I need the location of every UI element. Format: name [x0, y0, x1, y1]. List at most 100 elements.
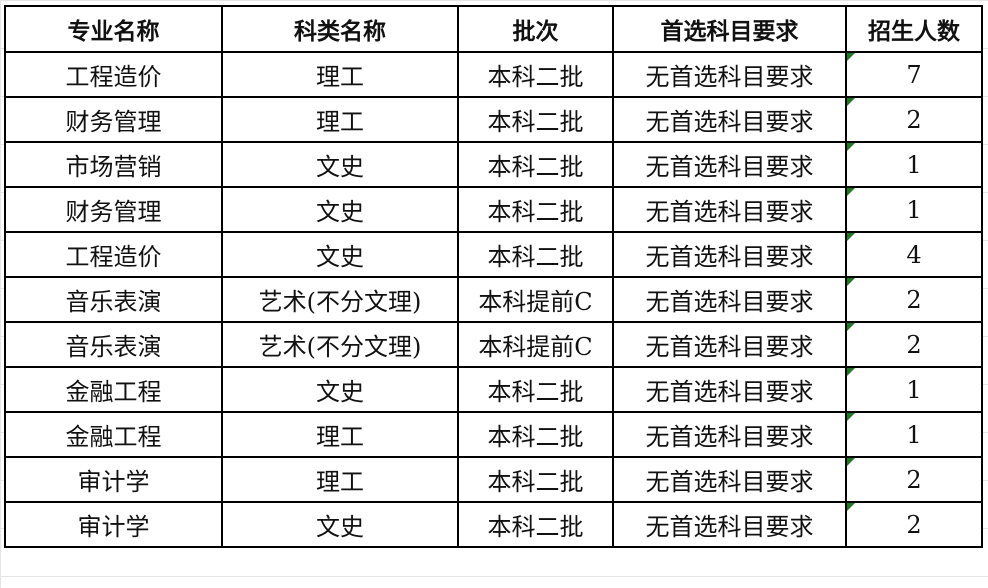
cell-enrollment-count[interactable]: 1: [845, 366, 983, 413]
cell-enrollment-count[interactable]: 4: [845, 231, 983, 278]
cell-subject-requirement[interactable]: 无首选科目要求: [612, 366, 847, 413]
table-row: 音乐表演 艺术(不分文理) 本科提前C 无首选科目要求 2: [4, 276, 983, 323]
cell-batch[interactable]: 本科提前C: [457, 321, 614, 368]
cell-category-name[interactable]: 理工: [221, 411, 459, 458]
cell-category-name[interactable]: 艺术(不分文理): [221, 276, 459, 323]
cell-major-name[interactable]: 工程造价: [4, 231, 223, 278]
number-as-text-marker-icon: [847, 458, 855, 466]
cell-subject-requirement[interactable]: 无首选科目要求: [612, 456, 847, 503]
cell-subject-requirement[interactable]: 无首选科目要求: [612, 141, 847, 188]
table-row: 工程造价 理工 本科二批 无首选科目要求 7: [4, 51, 983, 98]
enrollment-table: 专业名称 科类名称 批次 首选科目要求 招生人数 工程造价 理工 本科二批 无首选科目要求 7 财…: [4, 5, 983, 548]
table-row: 音乐表演 艺术(不分文理) 本科提前C 无首选科目要求 2: [4, 321, 983, 368]
cell-major-name[interactable]: 审计学: [4, 456, 223, 503]
cell-enrollment-count[interactable]: 2: [845, 501, 983, 548]
cell-subject-requirement[interactable]: 无首选科目要求: [612, 411, 847, 458]
cell-major-name[interactable]: 工程造价: [4, 51, 223, 98]
cell-text: 2: [906, 105, 922, 134]
cell-major-name[interactable]: 音乐表演: [4, 321, 223, 368]
cell-text: 本科二批: [487, 108, 584, 136]
cell-category-name[interactable]: 文史: [221, 366, 459, 413]
cell-text: 本科二批: [487, 198, 584, 226]
header-category-name[interactable]: 科类名称: [221, 5, 459, 53]
cell-text: 无首选科目要求: [645, 423, 814, 451]
cell-category-name[interactable]: 理工: [221, 456, 459, 503]
cell-enrollment-count[interactable]: 2: [845, 456, 983, 503]
number-as-text-marker-icon: [847, 233, 855, 241]
cell-text: 无首选科目要求: [645, 153, 814, 181]
header-row: 专业名称 科类名称 批次 首选科目要求 招生人数: [4, 5, 983, 53]
table-row: 财务管理 理工 本科二批 无首选科目要求 2: [4, 96, 983, 143]
cell-text: 7: [906, 60, 922, 89]
cell-major-name[interactable]: 审计学: [4, 501, 223, 548]
header-enrollment-count[interactable]: 招生人数: [845, 5, 983, 53]
table-row: 工程造价 文史 本科二批 无首选科目要求 4: [4, 231, 983, 278]
cell-major-name[interactable]: 财务管理: [4, 186, 223, 233]
cell-batch[interactable]: 本科二批: [457, 366, 614, 413]
cell-enrollment-count[interactable]: 2: [845, 321, 983, 368]
cell-text: 本科二批: [487, 423, 584, 451]
cell-batch[interactable]: 本科二批: [457, 501, 614, 548]
cell-enrollment-count[interactable]: 2: [845, 96, 983, 143]
cell-text: 工程造价: [65, 243, 162, 271]
cell-text: 理工: [316, 108, 364, 136]
cell-subject-requirement[interactable]: 无首选科目要求: [612, 321, 847, 368]
cell-subject-requirement[interactable]: 无首选科目要求: [612, 186, 847, 233]
table-row: 金融工程 理工 本科二批 无首选科目要求 1: [4, 411, 983, 458]
cell-category-name[interactable]: 文史: [221, 501, 459, 548]
number-as-text-marker-icon: [847, 278, 855, 286]
cell-major-name[interactable]: 音乐表演: [4, 276, 223, 323]
cell-batch[interactable]: 本科二批: [457, 51, 614, 98]
cell-category-name[interactable]: 理工: [221, 96, 459, 143]
header-major-name[interactable]: 专业名称: [4, 5, 223, 53]
cell-batch[interactable]: 本科提前C: [457, 276, 614, 323]
number-as-text-marker-icon: [847, 188, 855, 196]
number-as-text-marker-icon: [847, 323, 855, 331]
cell-batch[interactable]: 本科二批: [457, 186, 614, 233]
cell-enrollment-count[interactable]: 1: [845, 186, 983, 233]
header-batch[interactable]: 批次: [457, 5, 614, 53]
cell-text: 文史: [316, 198, 364, 226]
cell-text: 1: [906, 375, 922, 404]
number-as-text-marker-icon: [847, 413, 855, 421]
cell-major-name[interactable]: 财务管理: [4, 96, 223, 143]
cell-subject-requirement[interactable]: 无首选科目要求: [612, 231, 847, 278]
cell-text: 4: [906, 240, 922, 269]
cell-major-name[interactable]: 市场营销: [4, 141, 223, 188]
number-as-text-marker-icon: [847, 368, 855, 376]
cell-batch[interactable]: 本科二批: [457, 141, 614, 188]
cell-enrollment-count[interactable]: 7: [845, 51, 983, 98]
cell-major-name[interactable]: 金融工程: [4, 366, 223, 413]
cell-subject-requirement[interactable]: 无首选科目要求: [612, 501, 847, 548]
cell-major-name[interactable]: 金融工程: [4, 411, 223, 458]
cell-text: 2: [906, 330, 922, 359]
cell-subject-requirement[interactable]: 无首选科目要求: [612, 276, 847, 323]
cell-text: 审计学: [77, 513, 150, 541]
cell-category-name[interactable]: 文史: [221, 186, 459, 233]
cell-text: 本科二批: [487, 63, 584, 91]
cell-enrollment-count[interactable]: 1: [845, 411, 983, 458]
cell-text: 理工: [316, 468, 364, 496]
number-as-text-marker-icon: [847, 143, 855, 151]
cell-subject-requirement[interactable]: 无首选科目要求: [612, 96, 847, 143]
cell-text: 本科二批: [487, 243, 584, 271]
cell-category-name[interactable]: 理工: [221, 51, 459, 98]
cell-enrollment-count[interactable]: 2: [845, 276, 983, 323]
cell-text: 本科二批: [487, 378, 584, 406]
cell-batch[interactable]: 本科二批: [457, 231, 614, 278]
cell-category-name[interactable]: 文史: [221, 231, 459, 278]
cell-text: 无首选科目要求: [645, 513, 814, 541]
cell-text: 音乐表演: [65, 333, 162, 361]
cell-subject-requirement[interactable]: 无首选科目要求: [612, 51, 847, 98]
cell-category-name[interactable]: 艺术(不分文理): [221, 321, 459, 368]
cell-text: 音乐表演: [65, 288, 162, 316]
cell-text: 财务管理: [65, 108, 162, 136]
cell-category-name[interactable]: 文史: [221, 141, 459, 188]
table-row: 财务管理 文史 本科二批 无首选科目要求 1: [4, 186, 983, 233]
cell-batch[interactable]: 本科二批: [457, 411, 614, 458]
cell-batch[interactable]: 本科二批: [457, 456, 614, 503]
header-subject-requirement[interactable]: 首选科目要求: [612, 5, 847, 53]
cell-enrollment-count[interactable]: 1: [845, 141, 983, 188]
cell-text: 本科二批: [487, 468, 584, 496]
cell-batch[interactable]: 本科二批: [457, 96, 614, 143]
